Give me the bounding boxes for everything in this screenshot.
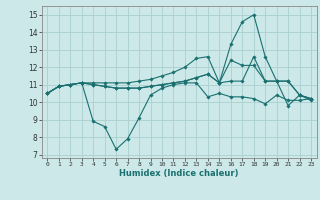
X-axis label: Humidex (Indice chaleur): Humidex (Indice chaleur) bbox=[119, 169, 239, 178]
